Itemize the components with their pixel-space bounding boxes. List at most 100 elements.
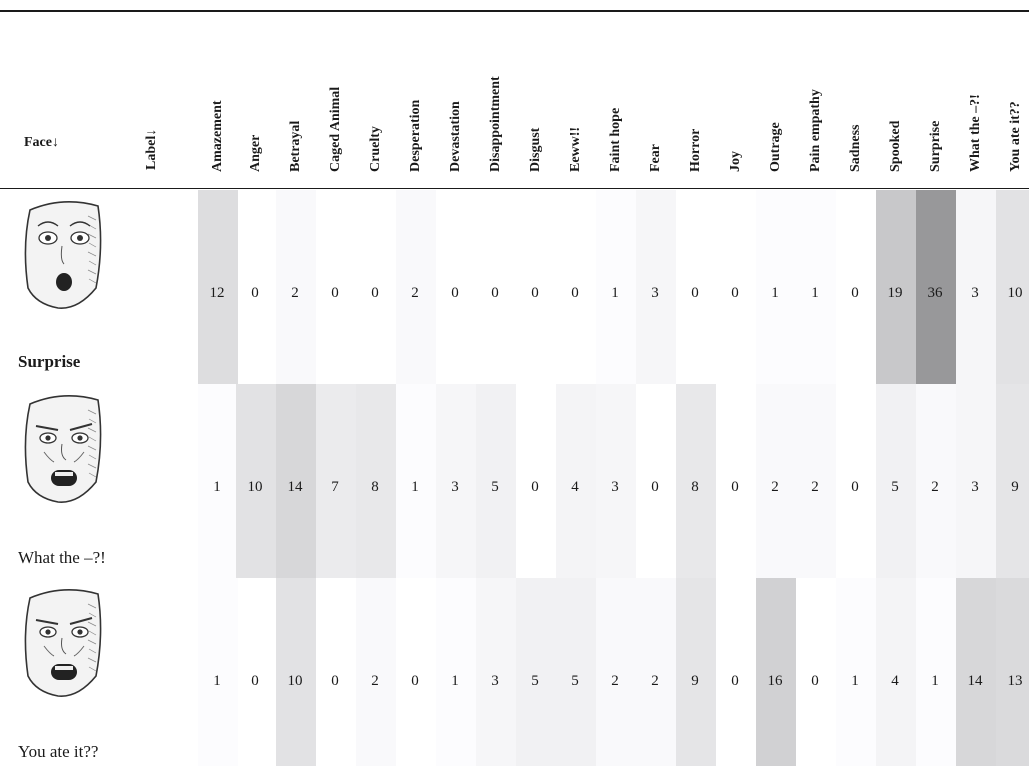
table-cell: 4 — [891, 673, 899, 689]
column-header-horror: Horror — [688, 128, 703, 172]
cell-shade — [916, 384, 956, 578]
column-header-fear: Fear — [648, 144, 663, 172]
table-cell: 9 — [1011, 479, 1019, 495]
cell-shade — [636, 190, 676, 384]
table-cell: 1 — [851, 673, 859, 689]
table-cell: 2 — [611, 673, 619, 689]
table-cell: 3 — [491, 673, 499, 689]
table-cell: 16 — [767, 673, 783, 689]
table-cell: 36 — [927, 285, 943, 301]
table-cell: 0 — [331, 673, 339, 689]
table-cell: 10 — [1007, 285, 1023, 301]
cell-shade — [636, 578, 676, 766]
table-cell: 0 — [571, 285, 579, 301]
table-cell: 19 — [887, 285, 903, 301]
table-cell: 10 — [247, 479, 263, 495]
column-header-sadness: Sadness — [848, 124, 863, 172]
cell-shade — [198, 190, 238, 384]
cell-shade — [516, 578, 556, 766]
cell-shade — [356, 384, 396, 578]
table-cell: 3 — [971, 285, 979, 301]
cell-shade — [756, 578, 796, 766]
column-header-desperation: Desperation — [408, 99, 423, 172]
table-cell: 0 — [731, 479, 739, 495]
cell-shade — [236, 384, 276, 578]
cell-shade — [916, 578, 956, 766]
table-cell: 2 — [371, 673, 379, 689]
cell-shade — [476, 578, 516, 766]
table-cell: 2 — [411, 285, 419, 301]
column-header-joy: Joy — [728, 151, 743, 172]
table-cell: 0 — [491, 285, 499, 301]
cell-shade — [476, 384, 516, 578]
table-cell: 5 — [891, 479, 899, 495]
table-cell: 9 — [691, 673, 699, 689]
column-header-disgust: Disgust — [528, 127, 543, 172]
cell-shade — [796, 190, 836, 384]
cell-shade — [876, 578, 916, 766]
table-cell: 0 — [731, 285, 739, 301]
cell-shade — [556, 578, 596, 766]
cell-shade — [876, 190, 916, 384]
table-cell: 1 — [411, 479, 419, 495]
column-header-spooked: Spooked — [888, 120, 903, 172]
cell-shade — [996, 384, 1029, 578]
table-cell: 3 — [971, 479, 979, 495]
cell-shade — [996, 190, 1029, 384]
cell-shade — [756, 384, 796, 578]
cell-shade — [356, 578, 396, 766]
header-rule — [0, 188, 1029, 189]
table-cell: 8 — [371, 479, 379, 495]
table-cell: 0 — [811, 673, 819, 689]
face-column-header: Face↓ — [24, 135, 59, 150]
table-cell: 1 — [811, 285, 819, 301]
table-cell: 12 — [209, 285, 225, 301]
table-cell: 0 — [411, 673, 419, 689]
cell-shade — [596, 384, 636, 578]
table-cell: 0 — [851, 479, 859, 495]
surprised-face-icon — [18, 196, 108, 319]
column-header-disappointment: Disappointment — [488, 76, 503, 172]
table-cell: 0 — [251, 285, 259, 301]
cell-shade — [596, 578, 636, 766]
table-cell: 0 — [691, 285, 699, 301]
row-label: You ate it?? — [18, 742, 99, 761]
cell-shade — [276, 190, 316, 384]
cell-shade — [436, 578, 476, 766]
cell-shade — [396, 190, 436, 384]
table-cell: 1 — [771, 285, 779, 301]
cell-shade — [276, 578, 316, 766]
cell-shade — [676, 578, 716, 766]
table-cell: 4 — [571, 479, 579, 495]
table-cell: 1 — [931, 673, 939, 689]
top-rule — [0, 10, 1029, 12]
column-header-pain-empathy: Pain empathy — [808, 89, 823, 172]
column-header-you-ate-it: You ate it?? — [1008, 101, 1023, 172]
table-cell: 2 — [931, 479, 939, 495]
table-cell: 1 — [451, 673, 459, 689]
cell-shade — [756, 190, 796, 384]
table-cell: 0 — [531, 285, 539, 301]
table-cell: 5 — [531, 673, 539, 689]
column-header-what-the: What the –?! — [968, 94, 983, 172]
column-header-outrage: Outrage — [768, 122, 783, 172]
cell-shade — [876, 384, 916, 578]
table-cell: 0 — [451, 285, 459, 301]
table-cell: 3 — [611, 479, 619, 495]
table-cell: 14 — [967, 673, 983, 689]
cell-shade — [996, 578, 1029, 766]
table-cell: 2 — [291, 285, 299, 301]
column-header-betrayal: Betrayal — [288, 120, 303, 172]
cell-shade — [796, 384, 836, 578]
table-cell: 0 — [371, 285, 379, 301]
cell-shade — [956, 190, 996, 384]
cell-shade — [916, 190, 956, 384]
column-header-faint-hope: Faint hope — [608, 107, 623, 172]
table-cell: 0 — [851, 285, 859, 301]
table-cell: 2 — [651, 673, 659, 689]
cell-shade — [198, 578, 238, 766]
row-label: What the –?! — [18, 548, 106, 567]
cell-shade — [276, 384, 316, 578]
cell-shade — [596, 190, 636, 384]
